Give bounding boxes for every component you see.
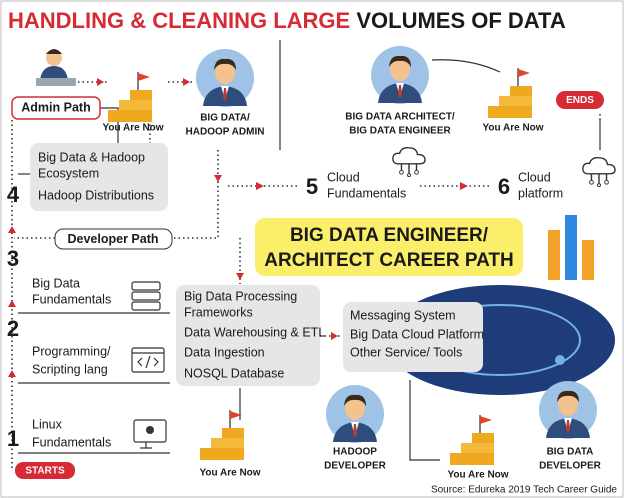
laptop-person [36,49,76,86]
role-label: BIG DATA [547,447,594,458]
ends-label: ENDS [566,95,594,106]
banner-line: ARCHITECT CAREER PATH [264,250,513,271]
architect-avatar [371,46,429,104]
step-label: Programming/ [32,344,111,358]
computer-icon [133,419,167,449]
skill: Big Data Cloud Platform [350,327,484,341]
step-label: Fundamentals [327,186,406,200]
big-data-dev-avatar [539,381,597,439]
step-number: 6 [498,174,510,199]
step-label: Fundamentals [32,435,111,449]
step-label: Scripting lang [32,362,108,376]
admin-path-label: Admin Path [21,100,90,114]
starts-pill [15,462,75,479]
skill: Data Warehousing & ETL [184,325,325,339]
ends-pill [556,91,604,109]
admin-path-pill [11,96,101,120]
step-label: Big Data [32,276,80,290]
hadoop-dev-avatar [326,385,384,443]
skill: Hadoop Distributions [38,188,154,202]
title: HANDLING & CLEANING LARGE VOLUMES OF DAT… [8,8,566,33]
role-label: HADOOP ADMIN [186,127,265,138]
starts-label: STARTS [25,466,65,477]
admin-skills-box [30,143,168,211]
stairs-icon [450,415,494,465]
you-are-now: You Are Now [482,123,543,134]
skill: Other Service/ Tools [350,345,462,359]
step-number: 4 [7,182,20,207]
skill: Frameworks [184,305,253,319]
skill: Messaging System [350,308,456,322]
step-label: platform [518,186,563,200]
step-label: Fundamentals [32,292,111,306]
title-highlight: HANDLING & CLEANING LARGE [8,8,350,33]
developer-path-pill [54,228,173,250]
role-label: DEVELOPER [324,461,386,472]
role-label: DEVELOPER [539,461,601,472]
step-number: 5 [306,174,318,199]
role-label: BIG DATA ARCHITECT/ [345,112,455,123]
cloud-icon [392,146,426,177]
you-are-now: You Are Now [447,470,508,481]
source: Source: Edureka 2019 Tech Career Guide [431,485,617,496]
step-number: 1 [7,426,19,451]
banner [255,218,523,276]
connectors [8,40,601,470]
stairs-icon [488,68,532,118]
skill: Big Data Processing [184,289,297,303]
skill: Big Data & Hadoop [38,150,145,164]
title-rest: VOLUMES OF DATA [356,8,566,33]
dev-skills-box [176,285,320,386]
role-label: BIG DATA ENGINEER [349,126,451,137]
stairs-icon [200,410,244,460]
role-label: BIG DATA/ [200,113,250,124]
server-icon [131,281,161,311]
you-are-now: You Are Now [199,468,260,479]
skill: NOSQL Database [184,366,284,380]
cloud-icon [582,156,616,187]
you-are-now: You Are Now [102,123,163,134]
banner-line: BIG DATA ENGINEER/ [290,225,489,246]
skill: Ecosystem [38,166,99,180]
skill: Data Ingestion [184,345,265,359]
step-label: Linux [32,417,63,431]
step-label: Cloud [518,170,551,184]
step-label: Cloud [327,170,360,184]
role-label: HADOOP [333,447,377,458]
code-icon [131,347,165,373]
developer-path-label: Developer Path [67,232,158,246]
stairs-icon [108,72,152,122]
step-number: 3 [7,246,19,271]
admin-avatar [196,49,254,107]
step-number: 2 [7,316,19,341]
cloud-skills-box [343,302,483,372]
